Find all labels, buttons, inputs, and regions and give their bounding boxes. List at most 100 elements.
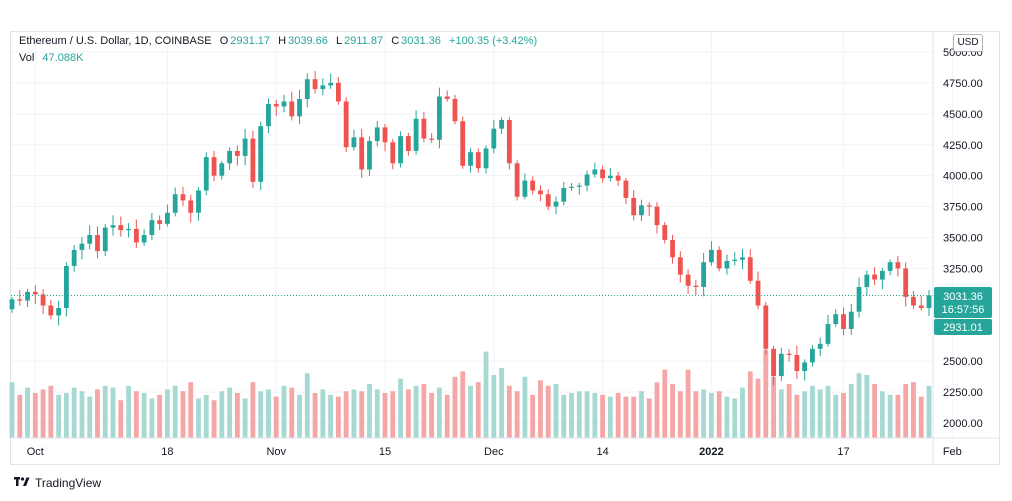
candle-body	[670, 239, 675, 258]
volume-bar	[281, 385, 287, 438]
candle-body	[304, 79, 310, 99]
price-tag-price: 3031.36	[943, 291, 983, 303]
candle-body	[437, 96, 442, 140]
volume-bar	[794, 394, 800, 438]
candle-body	[732, 259, 738, 261]
volume-bar	[693, 391, 699, 438]
volume-bar	[320, 389, 326, 438]
candle-body	[367, 141, 372, 170]
candle-body	[600, 169, 606, 179]
legend-open-label: O	[219, 35, 229, 47]
volume-bar	[747, 371, 753, 438]
volume-bar	[165, 389, 170, 438]
legend-vol-value: 47.088K	[42, 52, 84, 64]
volume-bar	[273, 396, 279, 438]
volume-bar	[188, 382, 194, 438]
candle-body	[833, 314, 839, 325]
volume-bar	[864, 375, 870, 438]
volume-bar	[405, 389, 411, 438]
y-tick-label: 2500.00	[943, 356, 983, 368]
candle-body	[724, 260, 730, 269]
y-tick-label: 3750.00	[943, 202, 983, 214]
volume-bar	[102, 385, 108, 438]
candle-body	[911, 296, 916, 306]
candle-body	[79, 243, 85, 250]
candle-body	[343, 101, 349, 148]
volume-bar	[343, 391, 349, 438]
volume-bar	[802, 391, 808, 438]
legend-volume: Vol 47.088K	[19, 52, 85, 64]
candle-body	[258, 126, 264, 182]
candle-body	[273, 103, 279, 107]
candle-body	[607, 175, 613, 179]
candle-body	[390, 142, 396, 164]
candle-body	[266, 103, 271, 127]
volume-bar	[841, 393, 846, 438]
y-tick-label: 4250.00	[943, 140, 983, 152]
volume-bar	[219, 391, 225, 438]
volume-bar	[421, 384, 427, 438]
legend-high-label: H	[278, 35, 287, 47]
candle-body	[530, 180, 536, 191]
candle-body	[133, 228, 139, 243]
volume-bar	[677, 391, 683, 438]
candle-body	[677, 257, 683, 275]
volume-bar	[48, 385, 54, 438]
candle-body	[452, 98, 458, 122]
volume-bar	[903, 384, 909, 438]
candle-body	[320, 85, 326, 90]
candle-body	[48, 305, 54, 316]
volume-bar	[328, 394, 334, 438]
volume-bar	[623, 396, 629, 438]
branding[interactable]: TradingView	[14, 476, 101, 490]
x-tick-label: 18	[161, 446, 173, 458]
volume-bar	[530, 394, 536, 438]
volume-bar	[40, 389, 46, 438]
candle-body	[95, 235, 100, 252]
volume-bar	[413, 385, 419, 438]
volume-bar	[755, 378, 761, 438]
volume-bar	[17, 394, 23, 438]
candle-body	[802, 362, 808, 372]
candle-body	[895, 262, 901, 269]
currency-button[interactable]: USD	[953, 34, 983, 52]
candle-body	[203, 157, 209, 191]
y-tick-label: 4500.00	[943, 109, 983, 121]
candle-body	[918, 305, 924, 308]
volume-bar	[646, 398, 652, 438]
candle-body	[312, 79, 318, 90]
candle-body	[165, 212, 170, 224]
candle-body	[421, 118, 427, 139]
candle-body	[374, 127, 380, 142]
candle-body	[716, 249, 722, 269]
candle-body	[561, 188, 567, 202]
candle-body	[17, 299, 23, 301]
volume-bar	[553, 384, 559, 438]
candle-body	[576, 185, 582, 187]
candle-body	[335, 82, 341, 102]
volume-bar	[778, 389, 784, 438]
candle-body	[747, 257, 753, 281]
volume-bar	[126, 385, 131, 438]
candle-body	[405, 136, 411, 151]
y-tick-label: 2250.00	[943, 387, 983, 399]
volume-bar	[312, 393, 318, 438]
candle-body	[522, 180, 528, 197]
candle-body	[740, 257, 745, 260]
volume-bar	[172, 385, 178, 438]
volume-bar	[87, 396, 93, 438]
volume-bar	[918, 396, 924, 438]
volume-bar	[483, 351, 489, 438]
y-tick-label: 3500.00	[943, 233, 983, 245]
volume-bar	[234, 393, 240, 438]
candle-body	[848, 311, 854, 330]
volume-bar	[911, 382, 916, 438]
candle-body	[110, 225, 116, 228]
candle-body	[879, 270, 885, 280]
open-tag-box	[934, 319, 992, 335]
legend-symbol: Ethereum / U.S. Dollar, 1D, COINBASE	[19, 35, 212, 47]
x-tick-label: Feb	[943, 446, 962, 458]
volume-bar	[359, 391, 365, 438]
volume-bar	[895, 394, 901, 438]
